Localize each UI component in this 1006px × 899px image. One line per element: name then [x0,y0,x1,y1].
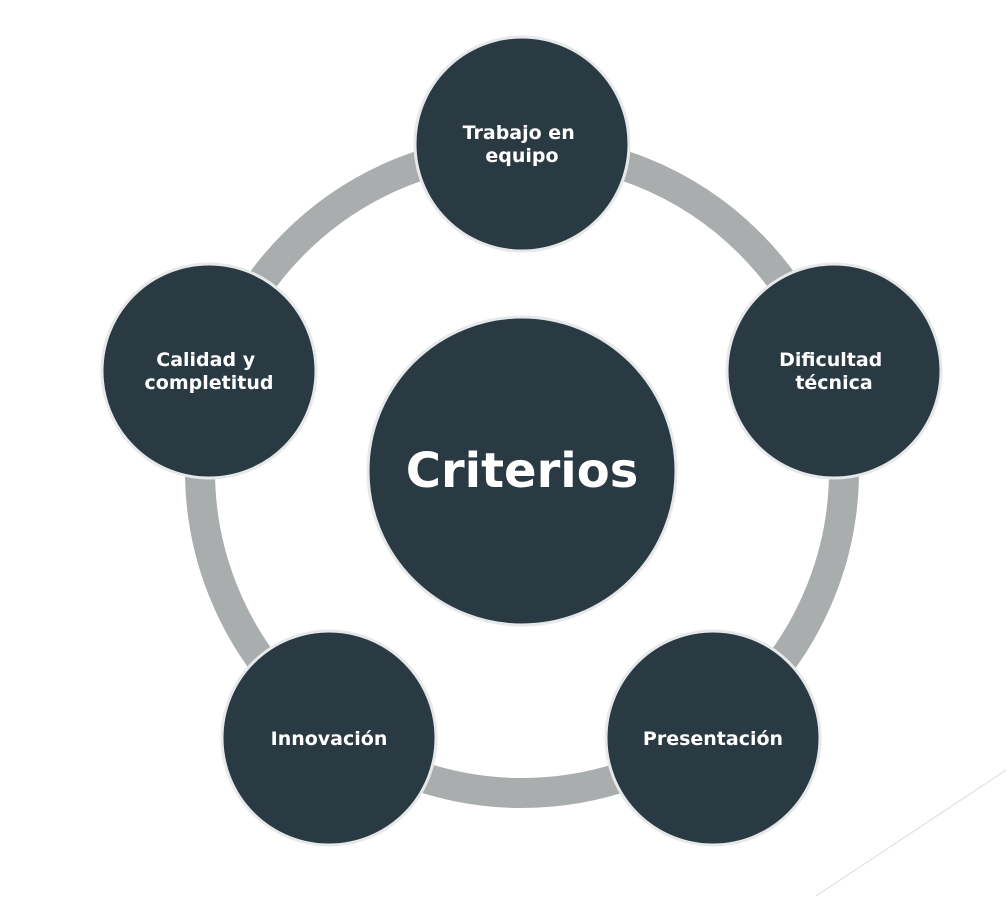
node-label-line: Dificultad [779,349,882,371]
node-label: Innovación [271,728,388,750]
node-trabajo-en-equipo: Trabajo en equipo [413,35,631,253]
node-label: Dificultad técnica [779,349,889,394]
node-circle [604,629,822,847]
node-label: Presentación [643,728,783,750]
node-innovacion: Innovación [220,629,438,847]
node-dificultad-tecnica: Dificultad técnica [725,262,943,480]
node-label-line: Innovación [271,728,388,750]
node-label-line: Trabajo en [463,122,575,144]
node-label: Trabajo en equipo [463,122,582,167]
center-circle [366,315,678,627]
node-circle [725,262,943,480]
decorative-corner-line [815,769,1006,897]
node-label: Calidad y completitud [145,349,274,394]
node-circle [413,35,631,253]
node-label-line: Presentación [643,728,783,750]
center-node: Criterios [366,315,678,627]
node-label-line: técnica [795,372,872,394]
node-label-line: completitud [145,372,274,394]
node-presentacion: Presentación [604,629,822,847]
center-label: Criterios [406,443,639,499]
node-calidad-y-completitud: Calidad y completitud [100,262,318,480]
node-label-line: equipo [485,145,558,167]
node-circle [220,629,438,847]
node-circle [100,262,318,480]
node-label-line: Calidad y [156,349,255,371]
